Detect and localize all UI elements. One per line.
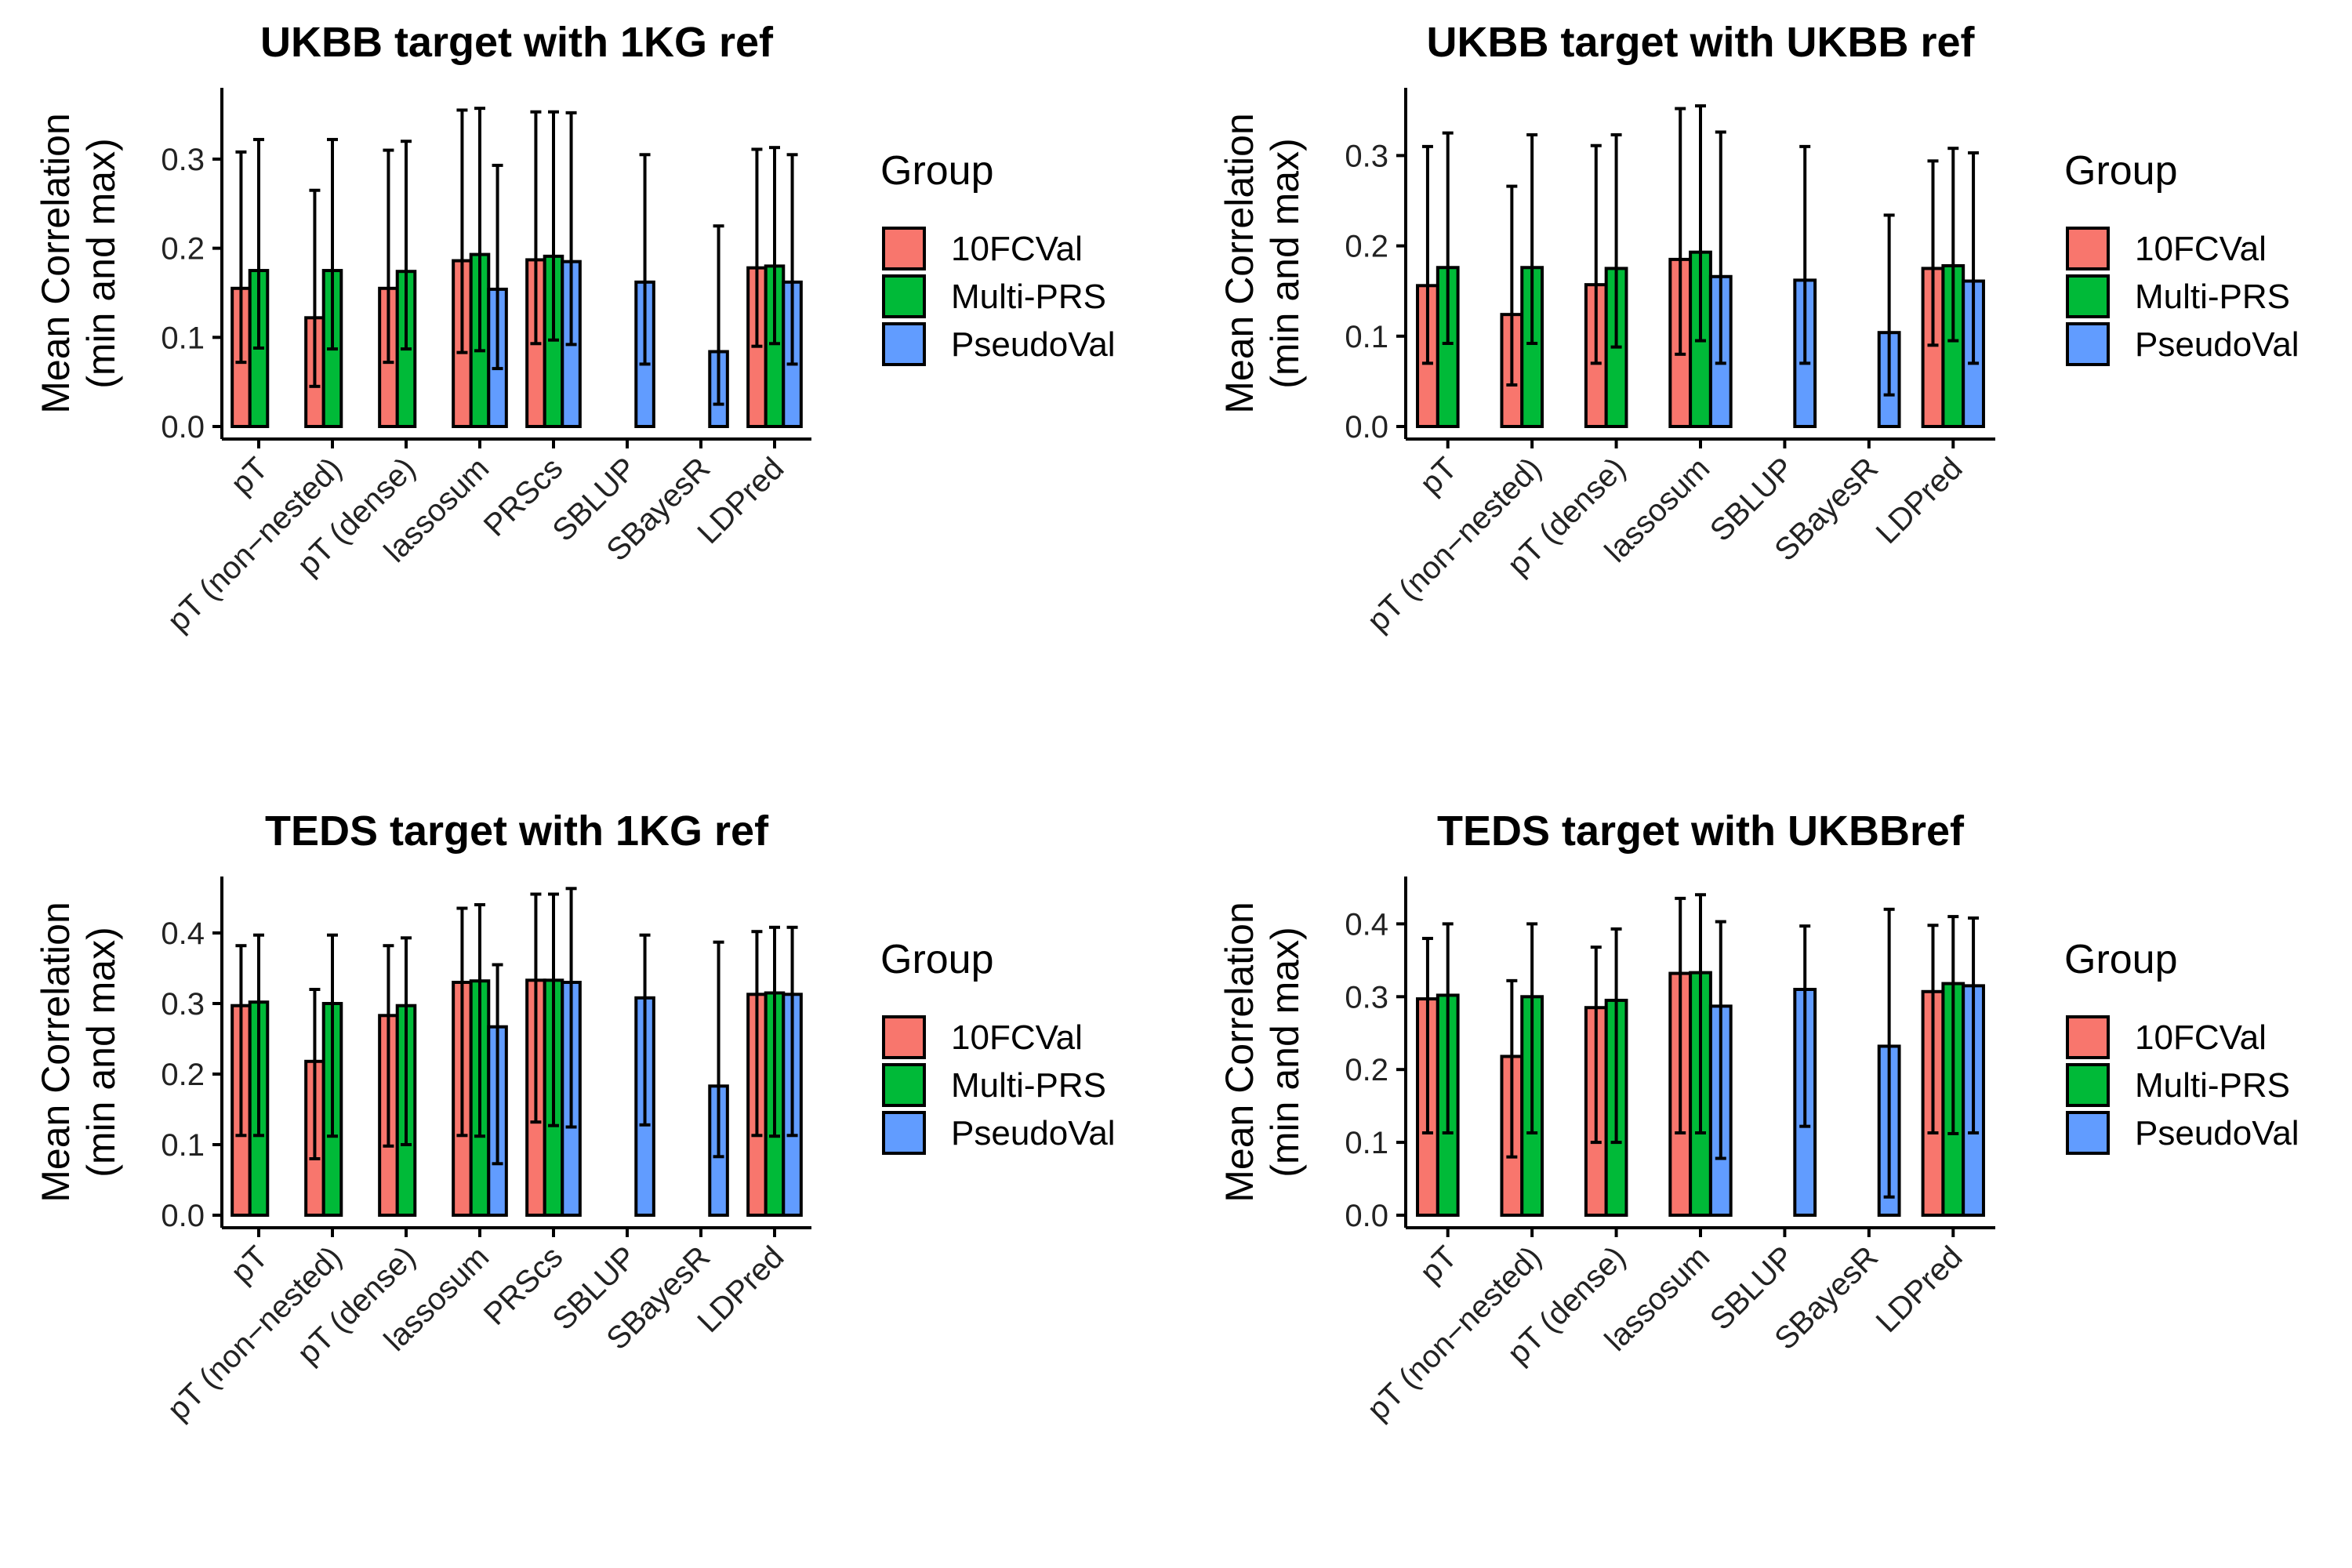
y-axis-title: Mean Correlation [34, 113, 78, 414]
chart-panel: TEDS target with 1KG ref Mean Correlation… [34, 808, 1116, 1427]
y-axis-title: Mean Correlation [1218, 902, 1261, 1203]
chart-panel: TEDS target with UKBBref Mean Correlation… [1218, 808, 2299, 1427]
legend-label: Multi-PRS [951, 1066, 1106, 1105]
y-tick-label: 0.4 [1345, 907, 1388, 942]
y-tick-label: 0.1 [1345, 1126, 1388, 1160]
chart-panel: UKBB target with UKBB ref Mean Correlatio… [1218, 19, 2299, 638]
legend-label: PseudoVal [951, 325, 1116, 364]
legend-swatch [2066, 227, 2110, 270]
legend-label: Multi-PRS [951, 278, 1106, 316]
y-tick-label: 0.2 [161, 232, 205, 267]
chart-title: UKBB target with UKBB ref [1426, 19, 1975, 66]
y-tick-label: 0.3 [1345, 139, 1388, 173]
y-axis-title: Mean Correlation [1218, 113, 1261, 414]
y-tick-label: 0.3 [1345, 980, 1388, 1014]
legend-swatch [882, 1111, 926, 1155]
y-axis-title-line2: (min and max) [1263, 927, 1307, 1178]
y-tick-label: 0.0 [161, 1199, 205, 1233]
chart-title: TEDS target with UKBBref [1437, 808, 1965, 855]
legend-label: Multi-PRS [2135, 1066, 2290, 1105]
x-tick-label: pT [224, 1240, 274, 1290]
y-tick-label: 0.0 [161, 410, 205, 445]
chart-title: UKBB target with 1KG ref [260, 19, 774, 66]
y-tick-label: 0.1 [161, 321, 205, 355]
legend-swatch [882, 227, 926, 270]
x-tick-label: pT [1414, 1240, 1464, 1290]
legend-swatch [2066, 322, 2110, 366]
legend-label: PseudoVal [951, 1114, 1116, 1152]
legend-label: 10FCVal [951, 230, 1083, 268]
legend-label: Multi-PRS [2135, 278, 2290, 316]
legend-swatch [2066, 274, 2110, 318]
y-axis-title-line2: (min and max) [79, 138, 123, 389]
legend-swatch [2066, 1111, 2110, 1155]
y-tick-label: 0.4 [161, 916, 205, 951]
y-axis-title: Mean Correlation [34, 902, 78, 1203]
legend-title: Group [880, 148, 994, 194]
legend-swatch [882, 322, 926, 366]
legend-label: 10FCVal [2135, 1018, 2267, 1057]
y-tick-label: 0.3 [161, 143, 205, 177]
legend-title: Group [2064, 937, 2178, 982]
legend-label: PseudoVal [2135, 1114, 2299, 1152]
legend-title: Group [2064, 148, 2178, 194]
y-tick-label: 0.3 [161, 987, 205, 1022]
x-tick-label: LDPred [1870, 1240, 1969, 1339]
y-tick-label: 0.2 [1345, 230, 1388, 264]
x-tick-label: pT [1414, 451, 1464, 501]
y-tick-label: 0.1 [161, 1128, 205, 1163]
legend-swatch [882, 1063, 926, 1107]
y-tick-label: 0.0 [1345, 410, 1388, 445]
chart-panel: UKBB target with 1KG ref Mean Correlation… [34, 19, 1116, 638]
chart-title: TEDS target with 1KG ref [265, 808, 769, 855]
y-tick-label: 0.0 [1345, 1199, 1388, 1233]
x-tick-label: LDPred [1870, 451, 1969, 550]
legend-swatch [2066, 1015, 2110, 1059]
y-tick-label: 0.2 [161, 1058, 205, 1092]
y-tick-label: 0.2 [1345, 1053, 1388, 1087]
x-tick-label: pT [224, 451, 274, 501]
legend-swatch [882, 274, 926, 318]
legend-label: 10FCVal [951, 1018, 1083, 1057]
legend-label: PseudoVal [2135, 325, 2299, 364]
legend-swatch [2066, 1063, 2110, 1107]
y-axis-title-line2: (min and max) [79, 927, 123, 1178]
y-tick-label: 0.1 [1345, 320, 1388, 354]
legend-title: Group [880, 937, 994, 982]
legend-label: 10FCVal [2135, 230, 2267, 268]
y-axis-title-line2: (min and max) [1263, 138, 1307, 389]
legend-swatch [882, 1015, 926, 1059]
